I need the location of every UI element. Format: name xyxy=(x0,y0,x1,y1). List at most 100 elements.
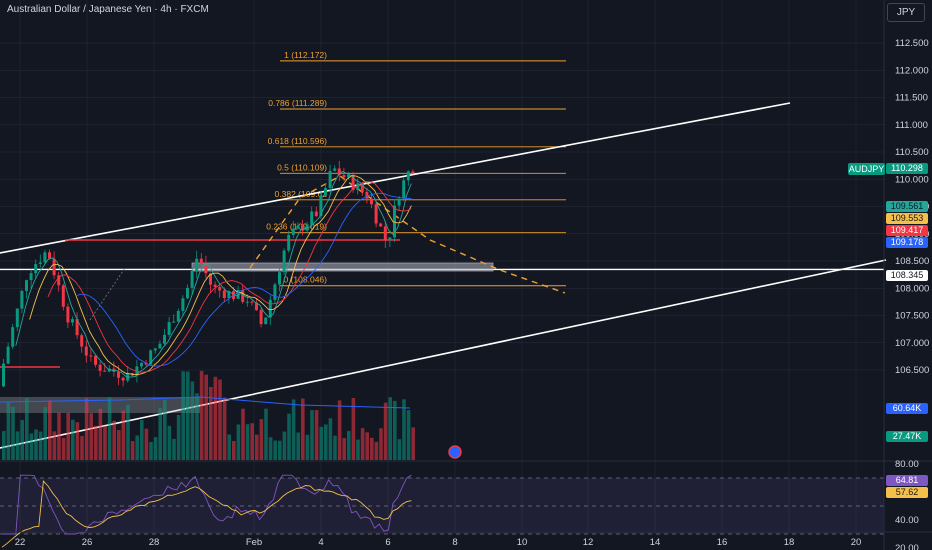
volume-bar xyxy=(84,398,89,460)
ma-badge-1: 109.561 xyxy=(886,201,928,212)
chart-title: Australian Dollar / Japanese Yen · 4h · … xyxy=(7,4,209,15)
candle-body xyxy=(227,291,231,299)
volume-bar xyxy=(158,407,162,460)
candle-body xyxy=(365,191,369,199)
channel-lower-line xyxy=(0,259,887,449)
candle-body xyxy=(310,211,314,225)
candle-body xyxy=(324,187,327,196)
volume-bar xyxy=(241,408,245,460)
price-tick-label: 110.000 xyxy=(895,174,929,185)
candle-body xyxy=(273,284,277,300)
candle-body xyxy=(333,168,337,171)
candle-body xyxy=(411,171,415,174)
fib-level-label: 0.382 (109.62 xyxy=(275,189,328,199)
candle-body xyxy=(236,289,240,299)
candle-body xyxy=(149,350,153,365)
candle-body xyxy=(255,302,258,311)
volume-bar xyxy=(310,410,314,460)
volume-ma-line xyxy=(0,396,411,409)
symbol-badge: AUDJPY xyxy=(848,163,885,175)
volume-bar xyxy=(75,422,80,460)
volume-bar xyxy=(268,437,273,460)
volume-bar xyxy=(370,437,374,460)
volume-bar xyxy=(406,410,411,460)
price-tick-label: 107.500 xyxy=(895,311,929,322)
volume-bar xyxy=(301,398,305,460)
candle-body xyxy=(301,225,304,231)
moving-average-line xyxy=(75,192,412,367)
candle-body xyxy=(71,319,74,323)
moving-average-line xyxy=(29,175,412,376)
candle-body xyxy=(264,317,268,325)
candle-body xyxy=(61,285,65,307)
candle-body xyxy=(268,299,272,318)
rsi-tick-label: 20.00 xyxy=(895,543,919,550)
time-tick-label: 6 xyxy=(385,537,390,548)
candle-body xyxy=(406,171,410,181)
candle-body xyxy=(402,180,406,199)
dotted-trendline xyxy=(89,267,126,321)
fib-level-label: 0.618 (110.596) xyxy=(268,136,328,146)
volume-bar xyxy=(199,370,204,460)
volume-bar xyxy=(222,397,227,460)
candle-body xyxy=(117,371,120,378)
candle-body xyxy=(374,204,378,224)
volume-bar xyxy=(107,397,112,460)
volume-bar xyxy=(15,431,20,460)
volume-bar xyxy=(57,412,61,460)
time-tick-label: 12 xyxy=(583,537,594,548)
candle-body xyxy=(379,223,383,227)
candle-body xyxy=(172,321,176,323)
candle-body xyxy=(15,308,19,328)
volume-bar xyxy=(140,420,144,460)
volume-bar xyxy=(328,418,333,460)
candle-body xyxy=(337,168,341,175)
time-tick-label: 26 xyxy=(82,537,93,548)
volume-bar xyxy=(232,441,236,460)
candlesticks xyxy=(2,160,415,388)
volume-bar xyxy=(287,413,291,460)
volume-bar xyxy=(112,420,116,460)
volume-bar xyxy=(117,430,121,460)
price-tick-label: 106.500 xyxy=(895,365,929,376)
volume-bar xyxy=(25,398,29,460)
candle-body xyxy=(48,252,51,259)
volume-bar xyxy=(342,438,346,460)
volume-bar xyxy=(186,371,190,460)
candle-body xyxy=(319,195,323,217)
volume-bar xyxy=(218,379,222,460)
volume-bar xyxy=(195,393,199,460)
volume-bar xyxy=(374,441,379,460)
candle-body xyxy=(397,198,401,206)
time-tick-label: 18 xyxy=(784,537,795,548)
volume-bar xyxy=(379,428,383,460)
volume-bar xyxy=(48,400,52,460)
candle-body xyxy=(66,306,70,323)
volume-bar xyxy=(393,400,397,460)
volume-bar xyxy=(278,440,282,460)
currency-button[interactable]: JPY xyxy=(887,3,925,22)
candle-body xyxy=(34,264,38,274)
candle-body xyxy=(388,237,392,241)
candle-body xyxy=(153,348,157,351)
volume-bar xyxy=(2,431,6,460)
event-marker xyxy=(448,445,462,459)
moving-averages xyxy=(15,170,412,378)
time-tick-label: 20 xyxy=(851,537,862,548)
candle-body xyxy=(29,273,33,281)
candle-body xyxy=(351,174,355,190)
candle-body xyxy=(314,211,318,217)
volume-bar xyxy=(11,406,15,460)
volume-bar xyxy=(121,410,126,460)
volume-bar xyxy=(130,441,135,460)
time-tick-label: 4 xyxy=(318,537,323,548)
volume-bar xyxy=(38,431,43,460)
volume-bar xyxy=(255,434,259,460)
price-tick-label: 111.000 xyxy=(895,120,928,131)
candle-body xyxy=(25,280,28,291)
time-tick-label: 16 xyxy=(717,537,728,548)
candle-body xyxy=(245,301,249,303)
volume-bar xyxy=(397,439,402,460)
